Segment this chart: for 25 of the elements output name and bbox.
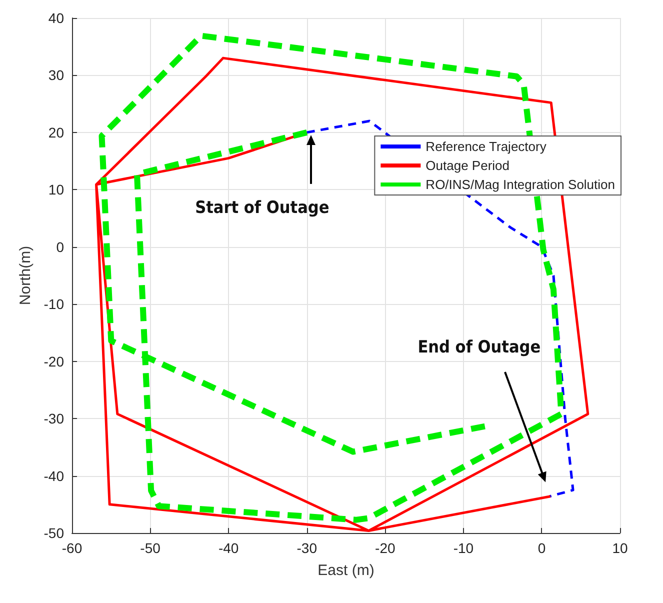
x-tick-label: -60 (62, 540, 82, 556)
y-tick-label: 10 (48, 182, 64, 198)
x-tick-label: 0 (538, 540, 546, 556)
legend-label: Reference Trajectory (426, 139, 547, 154)
y-tick-label: -40 (44, 468, 64, 484)
x-tick-label: -20 (375, 540, 396, 556)
x-tick-label: -30 (296, 540, 318, 556)
x-tick-label: -50 (140, 540, 161, 556)
y-tick-label: 0 (56, 238, 64, 255)
y-tick-label: -30 (44, 410, 64, 427)
legend-label: Outage Period (426, 158, 510, 173)
y-axis-title: North(m) (16, 246, 34, 306)
x-tick-label: -10 (453, 540, 474, 556)
y-tick-label: 40 (48, 10, 64, 26)
x-tick-label: 10 (612, 540, 628, 556)
y-tick-label: -10 (44, 296, 64, 312)
annotation: Start of Outage (195, 198, 330, 218)
y-tick-label: 20 (48, 124, 64, 140)
x-axis-title: East (m) (318, 562, 374, 579)
legend-label: RO/INS/Mag Integration Solution (426, 177, 616, 192)
y-tick-label: -50 (44, 525, 64, 541)
x-tick-label: -40 (218, 540, 239, 556)
y-tick-label: -20 (44, 353, 64, 370)
y-tick-label: 30 (48, 67, 64, 84)
annotation: End of Outage (418, 338, 541, 358)
